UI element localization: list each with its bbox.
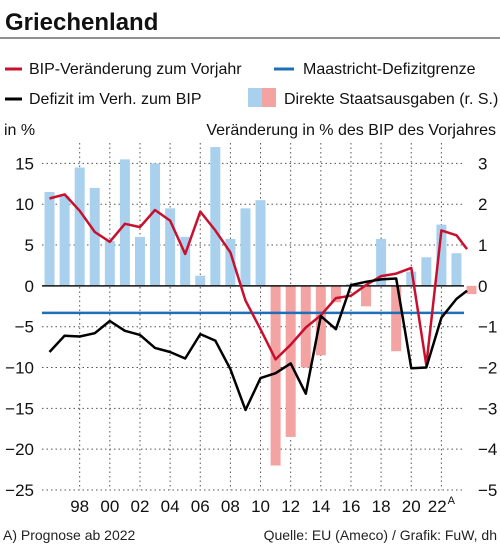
legend-item-bip: BIP-Veränderung zum Vorjahr: [5, 61, 242, 78]
legend-swatch-staatsausgaben-positive: [248, 88, 262, 107]
x-tick-label: 06: [191, 497, 210, 516]
right-tick-label: −1: [478, 318, 497, 337]
left-tick-label: 10: [15, 195, 34, 214]
legend-label-defizit: Defizit im Verh. zum BIP: [29, 91, 202, 108]
x-tick-label-text: 10: [251, 497, 270, 516]
right-tick-label: 0: [478, 277, 487, 296]
bar-staatsausgaben: [451, 253, 462, 286]
x-tick-label-text: 98: [70, 497, 89, 516]
bar-staatsausgaben: [376, 238, 387, 286]
right-tick-label: −4: [478, 440, 497, 459]
right-tick-label: −3: [478, 399, 497, 418]
x-tick-label: 04: [161, 497, 180, 516]
bar-staatsausgaben: [104, 240, 115, 286]
bar-staatsausgaben: [225, 238, 236, 286]
footer-note: A) Prognose ab 2022: [3, 527, 136, 543]
left-tick-label: 15: [15, 154, 34, 173]
x-tick-label: 20: [402, 497, 421, 516]
bar-staatsausgaben: [195, 275, 206, 286]
x-tick-label-text: 22: [428, 497, 447, 516]
chart-title: Griechenland: [5, 9, 158, 36]
x-tick-label: 16: [342, 497, 361, 516]
bar-staatsausgaben: [180, 236, 191, 286]
bar-staatsausgaben: [210, 147, 221, 286]
bar-staatsausgaben: [44, 191, 55, 286]
right-tick-label: −5: [478, 481, 497, 500]
legend-item-maastricht: Maastricht-Defizitgrenze: [274, 61, 476, 78]
left-tick-label: 5: [25, 236, 34, 255]
x-tick-label-text: 14: [311, 497, 330, 516]
left-tick-label: −5: [15, 318, 34, 337]
bar-staatsausgaben: [150, 163, 161, 286]
right-tick-label: −2: [478, 359, 497, 378]
bar-staatsausgaben: [89, 187, 100, 286]
right-tick-label: 3: [478, 154, 487, 173]
x-tick-label: 02: [131, 497, 150, 516]
defizit-line: [48, 277, 468, 412]
right-tick-label: 1: [478, 236, 487, 255]
x-tick-label-text: 16: [342, 497, 361, 516]
bip-line: [49, 193, 468, 367]
footer-source: Quelle: EU (Ameco) / Grafik: FuW, dh: [264, 527, 497, 543]
bar-staatsausgaben: [330, 285, 341, 303]
x-tick-label-text: 20: [402, 497, 421, 516]
right-axis-label: Veränderung in % des BIP des Vorjahres: [206, 122, 496, 139]
x-tick-label: 08: [221, 497, 240, 516]
legend-label-maastricht: Maastricht-Defizitgrenze: [303, 61, 476, 78]
left-tick-label: −15: [5, 399, 34, 418]
x-tick-label-text: 08: [221, 497, 240, 516]
legend-item-staatsausgaben: Direkte Staatsausgaben (r. S.): [248, 88, 498, 108]
x-tick-label: 10: [251, 497, 270, 516]
x-tick-label-text: 04: [161, 497, 180, 516]
left-axis-label: in %: [4, 122, 35, 139]
x-tick-label: 18: [372, 497, 391, 516]
left-tick-label: −25: [5, 481, 34, 500]
x-tick-label: 00: [100, 497, 119, 516]
x-tick-label: 22A: [428, 495, 456, 516]
legend-item-defizit: Defizit im Verh. zum BIP: [5, 91, 202, 108]
bar-staatsausgaben: [285, 285, 296, 437]
legend-label-bip: BIP-Veränderung zum Vorjahr: [29, 61, 242, 78]
bar-staatsausgaben: [361, 285, 372, 307]
bar-staatsausgaben: [436, 224, 447, 286]
x-tick-label-text: 02: [131, 497, 150, 516]
legend-label-staatsausgaben: Direkte Staatsausgaben (r. S.): [284, 91, 498, 108]
bar-staatsausgaben: [421, 257, 432, 286]
x-tick-label-text: 12: [281, 497, 300, 516]
bar-staatsausgaben: [406, 271, 417, 286]
lines: [42, 193, 468, 412]
bar-staatsausgaben: [134, 236, 145, 286]
x-tick-label-text: 00: [100, 497, 119, 516]
x-tick-label-text: 06: [191, 497, 210, 516]
x-tick-label-text: 18: [372, 497, 391, 516]
left-tick-label: 0: [25, 277, 34, 296]
bar-staatsausgaben: [466, 285, 477, 295]
x-tick-superscript: A: [448, 495, 456, 507]
bar-staatsausgaben: [59, 196, 70, 286]
bar-staatsausgaben: [255, 200, 266, 286]
left-tick-label: −10: [5, 359, 34, 378]
bar-staatsausgaben: [391, 285, 402, 352]
x-tick-label: 12: [281, 497, 300, 516]
legend-swatch-staatsausgaben-negative: [262, 88, 276, 107]
bar-staatsausgaben: [240, 208, 251, 286]
left-tick-label: −20: [5, 440, 34, 459]
right-tick-label: 2: [478, 195, 487, 214]
bar-staatsausgaben: [270, 285, 281, 466]
x-tick-label: 14: [311, 497, 330, 516]
x-tick-label: 98: [70, 497, 89, 516]
bar-staatsausgaben: [165, 208, 176, 286]
bar-staatsausgaben: [74, 167, 85, 286]
legend: BIP-Veränderung zum Vorjahr Maastricht-D…: [5, 61, 498, 108]
